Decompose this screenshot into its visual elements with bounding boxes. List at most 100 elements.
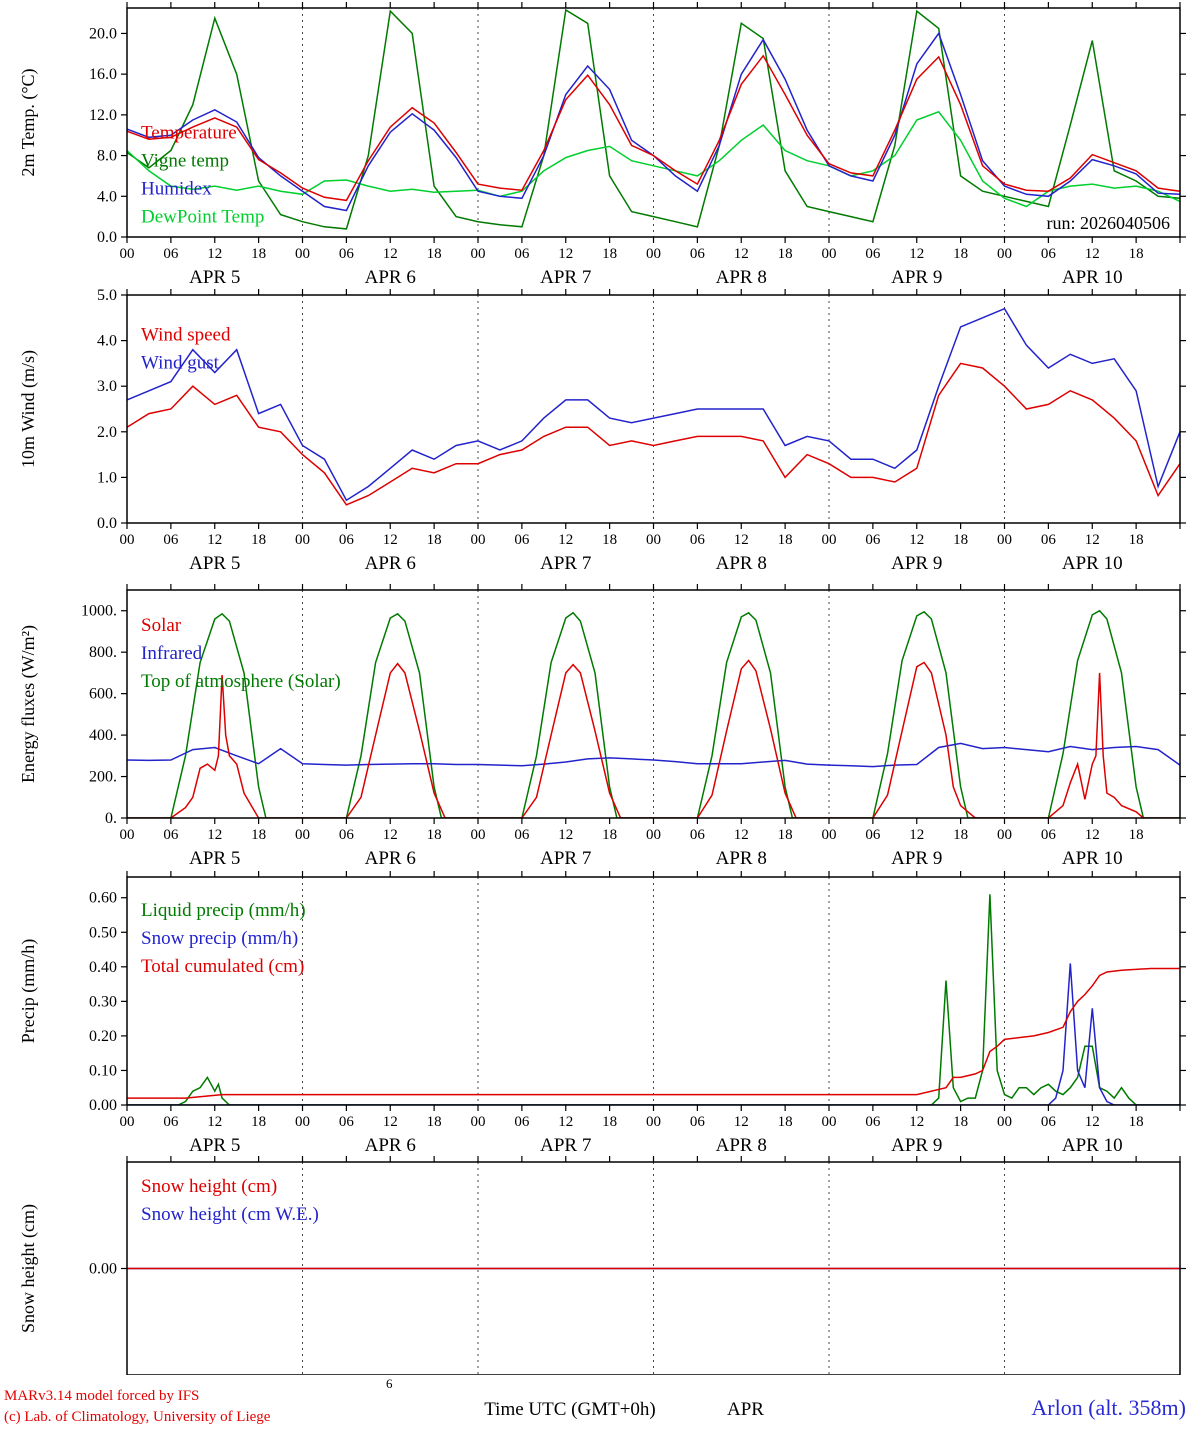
- x-tick-label: 06: [1041, 532, 1057, 548]
- day-label: APR 10: [1062, 848, 1123, 869]
- y-tick-label: 0.0: [97, 229, 117, 246]
- x-tick-label: 12: [909, 246, 924, 262]
- x-tick-label: 12: [558, 1114, 573, 1130]
- x-tick-label: 06: [865, 246, 881, 262]
- x-tick-label: 06: [339, 1114, 355, 1130]
- x-tick-label: 18: [953, 532, 968, 548]
- legend-item-wind-gust: Wind gust: [141, 353, 220, 374]
- day-label: APR 9: [891, 848, 942, 869]
- y-axis-title: 10m Wind (m/s): [18, 350, 39, 468]
- day-label: APR 7: [540, 553, 591, 574]
- y-axis-title: Energy fluxes (W/m²): [18, 625, 39, 783]
- legend-item-total-cumulated-cm-: Total cumulated (cm): [141, 956, 304, 977]
- x-tick-label: 06: [514, 827, 530, 843]
- series-top-of-atmosphere-solar-: [127, 609, 1180, 818]
- series-dewpoint-temp: [127, 110, 1180, 208]
- day-label: APR 10: [1062, 553, 1123, 574]
- legend-item-snow-precip-mm-h-: Snow precip (mm/h): [141, 928, 298, 949]
- x-tick-label: 00: [822, 246, 837, 262]
- legend-item-solar: Solar: [141, 615, 182, 636]
- legend-item-wind-speed: Wind speed: [141, 325, 231, 346]
- x-tick-label: 12: [734, 246, 749, 262]
- day-label: APR 6: [365, 553, 416, 574]
- x-tick-label: 06: [865, 532, 881, 548]
- x-tick-label: 12: [1085, 532, 1100, 548]
- station-label: Arlon (alt. 358m): [1031, 1395, 1186, 1420]
- x-tick-label: 18: [953, 827, 968, 843]
- x-tick-label: 06: [339, 827, 355, 843]
- meteogram-plot: 00 06 12 18 00 06 12 18 00 06 12 18 00 06 12 18 00 06 12 18…: [18, 2, 1186, 1381]
- day-label: APR 10: [1062, 267, 1123, 288]
- x-tick-label: 12: [1085, 246, 1100, 262]
- x-tick-label: 06: [1041, 246, 1057, 262]
- x-tick-label: 06: [514, 246, 530, 262]
- y-tick-label: 8.0: [97, 148, 117, 165]
- x-tick-label: 00: [646, 827, 661, 843]
- x-tick-label: 06: [865, 827, 881, 843]
- x-tick-label: 18: [251, 1114, 266, 1130]
- panel-wind10m: 00 06 12 18 00 06 12 18 00 06 12 18 00 06 12 18 00 06 12 18…: [18, 287, 1186, 574]
- legend-item-vigne-temp: Vigne temp: [141, 151, 229, 172]
- legend-item-humidex: Humidex: [141, 179, 212, 200]
- x-tick-label: 06: [163, 1114, 179, 1130]
- x-tick-label: 00: [997, 246, 1012, 262]
- y-tick-label: 600.: [89, 686, 117, 703]
- x-tick-label: 06: [514, 1114, 530, 1130]
- month-label: APR: [727, 1399, 764, 1420]
- y-tick-label: 400.: [89, 727, 117, 744]
- y-tick-label: 200.: [89, 769, 117, 786]
- x-tick-label: 12: [383, 532, 398, 548]
- series-total-cumulated-cm-: [127, 967, 1180, 1099]
- x-tick-label: 00: [646, 1114, 661, 1130]
- x-tick-label: 12: [734, 532, 749, 548]
- x-tick-label: 12: [909, 1114, 924, 1130]
- y-tick-label: 0.0: [97, 515, 117, 532]
- x-tick-label: 18: [251, 246, 266, 262]
- day-label: APR 5: [189, 553, 240, 574]
- x-tick-label: 00: [120, 1114, 135, 1130]
- x-tick-label: 00: [471, 827, 486, 843]
- series-temperature: [127, 54, 1180, 202]
- day-label: APR 9: [891, 553, 942, 574]
- x-tick-label: 18: [1129, 827, 1144, 843]
- series-liquid-precip-mm-h-: [127, 894, 1180, 1105]
- day-label: APR 8: [716, 1135, 767, 1156]
- x-tick-label: 00: [997, 827, 1012, 843]
- x-tick-label: 00: [471, 532, 486, 548]
- x-tick-label: 18: [602, 532, 617, 548]
- y-tick-label: 12.0: [89, 107, 117, 124]
- x-tick-label: 00: [822, 532, 837, 548]
- day-label: APR 7: [540, 267, 591, 288]
- x-tick-label: 00: [120, 246, 135, 262]
- y-tick-label: 16.0: [89, 66, 117, 83]
- x-tick-label: 18: [427, 532, 442, 548]
- model-credit-line1: MARv3.14 model forced by IFS: [4, 1388, 200, 1404]
- legend-item-dewpoint-temp: DewPoint Temp: [141, 207, 264, 228]
- x-tick-label: 00: [822, 827, 837, 843]
- legend-item-infrared: Infrared: [141, 643, 203, 664]
- series-wind-gust: [127, 307, 1180, 502]
- x-tick-label: 12: [558, 246, 573, 262]
- x-tick-label: 18: [602, 246, 617, 262]
- x-tick-label: 06: [865, 1114, 881, 1130]
- y-tick-label: 5.0: [97, 287, 117, 304]
- day-label: APR 5: [189, 848, 240, 869]
- x-tick-label: 18: [778, 1114, 793, 1130]
- x-tick-label: 18: [602, 1114, 617, 1130]
- x-tick-label: 12: [558, 827, 573, 843]
- series-wind-speed: [127, 362, 1180, 506]
- x-tick-label: 06: [163, 827, 179, 843]
- y-tick-label: 0.30: [89, 993, 117, 1010]
- x-tick-label: 06: [163, 532, 179, 548]
- x-tick-label: 00: [471, 1114, 486, 1130]
- series-snow-precip-mm-h-: [127, 963, 1180, 1105]
- x-tick-label: 06: [163, 246, 179, 262]
- x-tick-label: 18: [1129, 532, 1144, 548]
- x-tick-label: 00: [646, 532, 661, 548]
- x-tick-label: 00: [120, 827, 135, 843]
- x-tick-label: 18: [1129, 246, 1144, 262]
- x-tick-label: 00: [295, 246, 310, 262]
- y-tick-label: 4.0: [97, 188, 117, 205]
- y-tick-label: 0.00: [89, 1261, 117, 1278]
- x-tick-label: 06: [690, 1114, 706, 1130]
